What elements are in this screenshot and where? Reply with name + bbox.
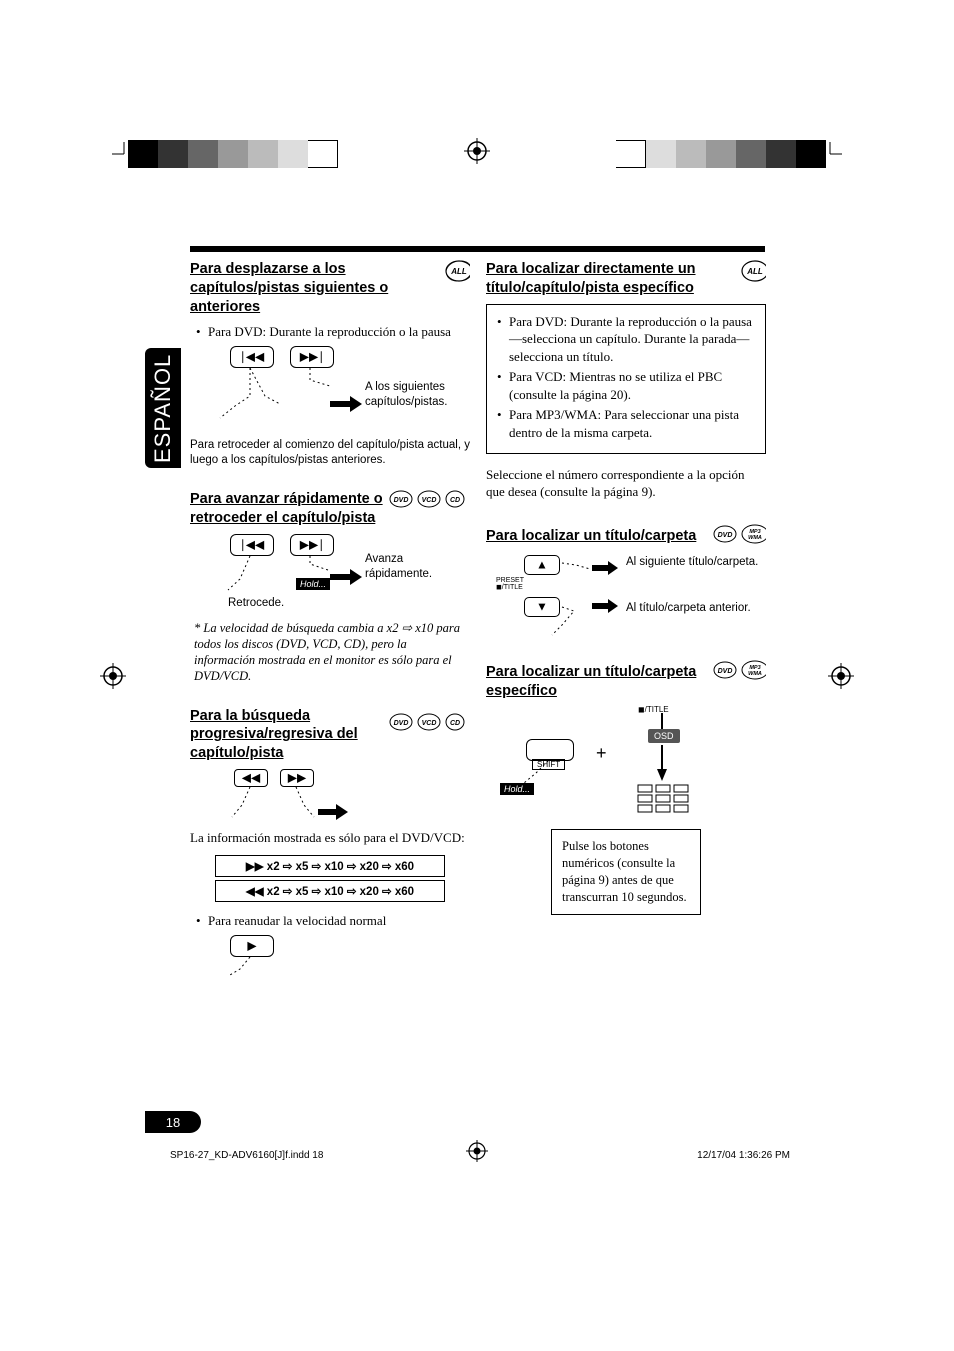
svg-text:WMA: WMA <box>748 535 762 541</box>
title-label: ◼/TITLE <box>638 705 669 714</box>
section-locate-direct: ALL Para localizar directamente un títul… <box>486 260 766 501</box>
svg-text:ALL: ALL <box>746 267 763 276</box>
footer-left: SP16-27_KD-ADV6160[J]f.indd 18 <box>170 1150 323 1161</box>
cd-badge-icon: CD <box>444 711 470 733</box>
search-diagram: ◀◀ ▶▶ <box>210 769 470 827</box>
caption-next: A los siguientes capítulos/pistas. <box>365 380 475 410</box>
ff-diagram: ∣◀◀ ▶▶∣ Hold... Avanza rápidamente. Retr… <box>210 534 470 614</box>
crosshair-icon <box>464 138 490 164</box>
svg-text:DVD: DVD <box>394 720 409 727</box>
vcd-badge-icon: VCD <box>416 711 442 733</box>
plus-icon: + <box>596 743 607 764</box>
mp3-wma-badge-icon: MP3WMA <box>740 659 766 681</box>
osd-button-icon: OSD <box>648 729 680 743</box>
caption-rew: Retrocede. <box>228 596 284 611</box>
vcd-badge-icon: VCD <box>416 488 442 510</box>
crosshair-icon <box>100 663 126 689</box>
keypad-icon <box>636 783 692 818</box>
dvd-badge-icon: DVD <box>388 711 414 733</box>
svg-text:WMA: WMA <box>748 671 762 677</box>
page-number: 18 <box>145 1111 201 1133</box>
top-rule <box>190 246 765 252</box>
section-locate-title: DVD MP3WMA Para localizar un título/carp… <box>486 527 766 642</box>
registration-top <box>0 140 954 180</box>
crosshair-icon <box>466 1140 488 1167</box>
after-text: Seleccione el número correspondiente a l… <box>486 466 766 501</box>
dvd-badge-icon: DVD <box>712 659 738 681</box>
bullet-item: Para DVD: Durante la reproducción o la p… <box>491 313 757 366</box>
reg-blocks-right <box>616 140 826 168</box>
disc-badges: ALL <box>444 258 470 284</box>
caption-next-title: Al siguiente título/carpeta. <box>626 555 766 570</box>
svg-text:ALL: ALL <box>450 267 467 276</box>
crop-mark-icon <box>824 142 842 160</box>
crop-mark-icon <box>112 142 130 160</box>
section-locate-specific: DVD MP3WMA Para localizar un título/carp… <box>486 663 766 914</box>
dvd-badge-icon: DVD <box>712 523 738 545</box>
caption-fwd: Avanza rápidamente. <box>365 552 465 582</box>
all-disc-badge-icon: ALL <box>740 258 766 284</box>
left-column: ALL Para desplazarse a los capítulos/pis… <box>190 260 470 999</box>
disc-badges: DVD VCD CD <box>388 488 470 510</box>
specific-diagram: SHIFT Hold... + ◼/TITLE OSD <box>496 709 766 819</box>
language-tab: ESPAÑOL <box>145 348 181 468</box>
bullet-item: Para VCD: Mientras no se utiliza el PBC … <box>491 368 757 403</box>
all-disc-badge-icon: ALL <box>444 258 470 284</box>
footer-right: 12/17/04 1:36:26 PM <box>697 1150 790 1161</box>
crosshair-icon <box>828 663 854 689</box>
speed-note: * La velocidad de búsqueda cambia a x2 ⇨… <box>190 620 470 685</box>
page: ESPAÑOL ALL Para desplazarse a los capít… <box>0 0 954 1351</box>
play-diagram: ▶ <box>210 935 470 977</box>
section-fast-forward: DVD VCD CD Para avanzar rápidamente o re… <box>190 490 470 685</box>
caption-prev-title: Al título/carpeta anterior. <box>626 601 776 616</box>
mp3-wma-badge-icon: MP3WMA <box>740 523 766 545</box>
section-title: Para localizar directamente un título/ca… <box>486 260 766 298</box>
skip-diagram: ∣◀◀ ▶▶∣ A los siguientes capítulos/pista… <box>210 346 470 466</box>
reg-blocks-left <box>128 140 338 168</box>
bullet-item: Para DVD: Durante la reproducción o la p… <box>190 323 470 341</box>
title-folder-diagram: ▲ ▼ PRESET◼/TITLE Al siguiente título/ca… <box>496 551 766 641</box>
section-search: DVD VCD CD Para la búsqueda progresiva/r… <box>190 707 470 978</box>
disc-badges: ALL <box>740 258 766 284</box>
bullet-item: Para MP3/WMA: Para seleccionar una pista… <box>491 406 757 441</box>
svg-text:VCD: VCD <box>422 720 437 727</box>
svg-text:DVD: DVD <box>718 668 733 675</box>
note-box: Para DVD: Durante la reproducción o la p… <box>486 304 766 454</box>
speed-rew-box: ◀◀ x2 ⇨ x5 ⇨ x10 ⇨ x20 ⇨ x60 <box>215 880 445 902</box>
right-column: ALL Para localizar directamente un títul… <box>486 260 766 937</box>
callout-box: Pulse los botones numéricos (consulte la… <box>551 829 701 915</box>
svg-text:DVD: DVD <box>718 532 733 539</box>
svg-text:CD: CD <box>450 497 460 504</box>
section-skip-chapters: ALL Para desplazarse a los capítulos/pis… <box>190 260 470 468</box>
disc-badges: DVD MP3WMA <box>712 659 766 681</box>
svg-text:CD: CD <box>450 720 460 727</box>
svg-text:VCD: VCD <box>422 497 437 504</box>
resume-text: Para reanudar la velocidad normal <box>190 912 470 930</box>
hold-label: Hold... <box>296 578 330 590</box>
speed-fwd-box: ▶▶ x2 ⇨ x5 ⇨ x10 ⇨ x20 ⇨ x60 <box>215 855 445 877</box>
cd-badge-icon: CD <box>444 488 470 510</box>
svg-text:DVD: DVD <box>394 497 409 504</box>
disc-badges: DVD MP3WMA <box>712 523 766 545</box>
dvd-badge-icon: DVD <box>388 488 414 510</box>
disc-badges: DVD VCD CD <box>388 711 470 733</box>
section-title: Para desplazarse a los capítulos/pistas … <box>190 260 470 317</box>
search-body: La información mostrada es sólo para el … <box>190 829 470 847</box>
